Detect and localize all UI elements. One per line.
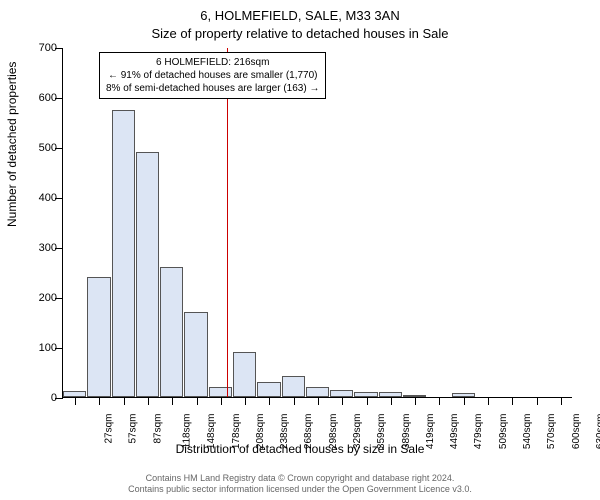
annotation-line3: 8% of semi-detached houses are larger (1…	[106, 82, 319, 95]
footer-attribution: Contains HM Land Registry data © Crown c…	[0, 473, 600, 496]
y-tick-label: 400	[27, 192, 57, 204]
histogram-bar	[112, 110, 135, 398]
x-tick	[391, 397, 392, 405]
histogram-bar	[257, 382, 280, 397]
histogram-bar	[136, 152, 159, 397]
footer-line1: Contains HM Land Registry data © Crown c…	[0, 473, 600, 485]
y-tick-label: 600	[27, 92, 57, 104]
y-tick-label: 700	[27, 42, 57, 54]
x-tick	[488, 397, 489, 405]
histogram-bar	[209, 387, 232, 397]
x-tick	[245, 397, 246, 405]
x-axis-title: Distribution of detached houses by size …	[0, 442, 600, 456]
histogram-bar	[160, 267, 183, 397]
y-tick-label: 300	[27, 242, 57, 254]
reference-line	[227, 48, 228, 397]
chart-title-main: 6, HOLMEFIELD, SALE, M33 3AN	[0, 8, 600, 23]
y-tick-label: 200	[27, 292, 57, 304]
histogram-bar	[184, 312, 207, 397]
x-tick-label: 87sqm	[152, 414, 163, 444]
x-tick	[318, 397, 319, 405]
y-tick-label: 0	[27, 392, 57, 404]
x-tick	[269, 397, 270, 405]
histogram-chart: 6, HOLMEFIELD, SALE, M33 3AN Size of pro…	[0, 0, 600, 500]
histogram-bar	[330, 390, 353, 398]
x-tick	[367, 397, 368, 405]
plot-area: 6 HOLMEFIELD: 216sqm ← 91% of detached h…	[62, 48, 572, 398]
y-axis-title: Number of detached properties	[5, 62, 19, 227]
footer-line2: Contains public sector information licen…	[0, 484, 600, 496]
x-tick	[172, 397, 173, 405]
x-tick	[537, 397, 538, 405]
x-tick	[464, 397, 465, 405]
y-tick-label: 500	[27, 142, 57, 154]
annotation-line2: ← 91% of detached houses are smaller (1,…	[106, 69, 319, 82]
x-tick	[99, 397, 100, 405]
histogram-bar	[87, 277, 110, 397]
x-tick	[124, 397, 125, 405]
histogram-bar	[233, 352, 256, 397]
x-tick-label: 57sqm	[128, 414, 139, 444]
annotation-line1: 6 HOLMEFIELD: 216sqm	[106, 56, 319, 69]
x-tick	[75, 397, 76, 405]
y-tick-label: 100	[27, 342, 57, 354]
x-tick	[148, 397, 149, 405]
x-tick-label: 27sqm	[104, 414, 115, 444]
x-tick	[197, 397, 198, 405]
x-tick	[342, 397, 343, 405]
x-tick	[294, 397, 295, 405]
chart-title-sub: Size of property relative to detached ho…	[0, 26, 600, 41]
histogram-bar	[282, 376, 305, 397]
x-tick	[415, 397, 416, 405]
x-tick	[439, 397, 440, 405]
histogram-bar	[306, 387, 329, 397]
x-tick	[221, 397, 222, 405]
annotation-box: 6 HOLMEFIELD: 216sqm ← 91% of detached h…	[99, 52, 326, 99]
x-tick	[561, 397, 562, 405]
x-tick	[512, 397, 513, 405]
